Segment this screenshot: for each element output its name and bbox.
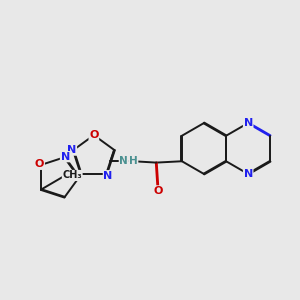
Text: N: N: [119, 156, 128, 166]
Text: O: O: [153, 186, 163, 196]
Text: CH₃: CH₃: [62, 170, 82, 181]
Text: H: H: [129, 156, 138, 166]
Text: N: N: [244, 118, 253, 128]
Text: O: O: [89, 130, 99, 140]
Text: N: N: [103, 171, 113, 181]
Text: N: N: [61, 152, 70, 162]
Text: O: O: [35, 159, 44, 169]
Text: N: N: [67, 145, 76, 155]
Text: N: N: [244, 169, 253, 179]
